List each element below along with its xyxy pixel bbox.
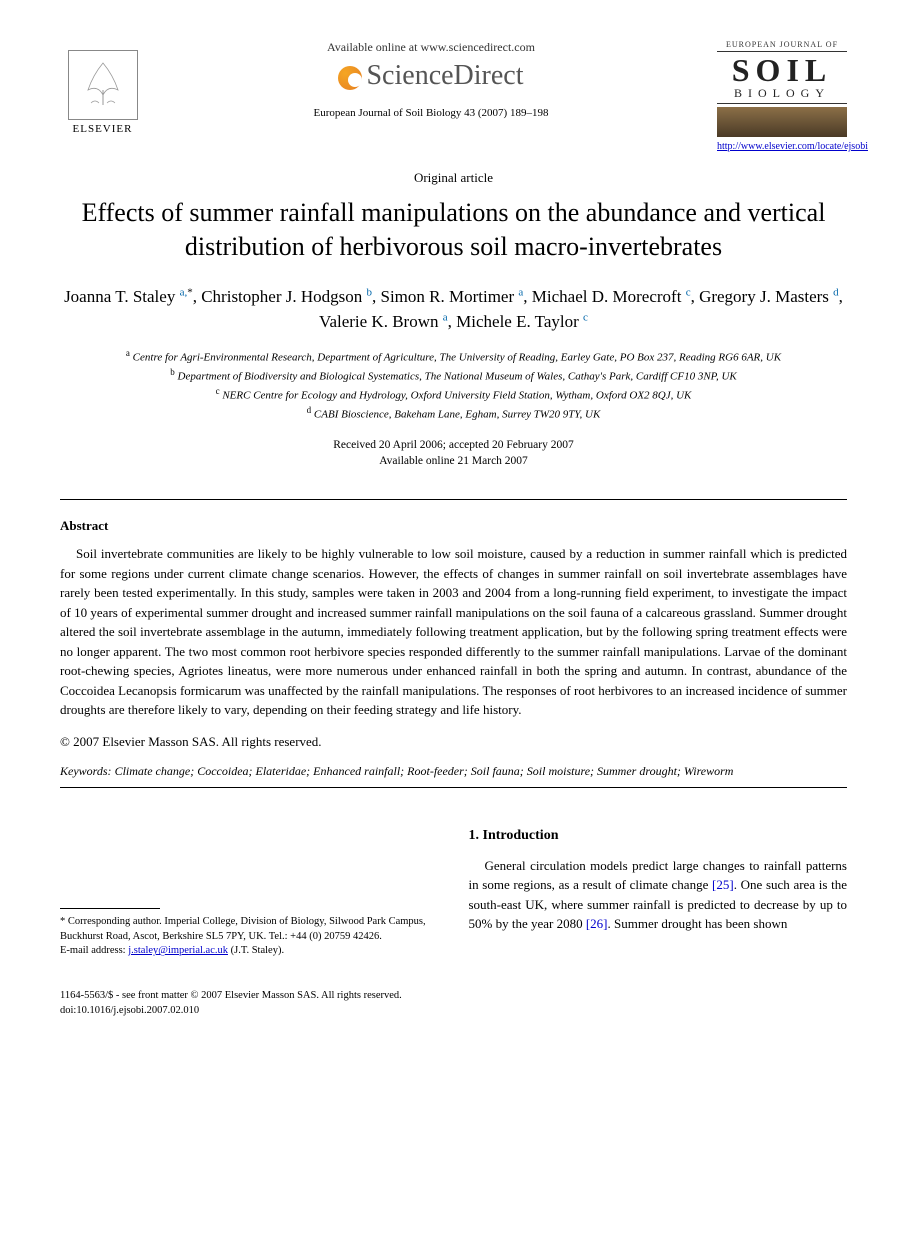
affiliation-a: a Centre for Agri-Environmental Research…: [60, 347, 847, 366]
affiliation-b: b Department of Biodiversity and Biologi…: [60, 366, 847, 385]
keywords: Keywords: Climate change; Coccoidea; Ela…: [60, 764, 847, 779]
email-link[interactable]: j.staley@imperial.ac.uk: [128, 945, 228, 956]
two-column-body: * Corresponding author. Imperial College…: [60, 828, 847, 959]
left-column: * Corresponding author. Imperial College…: [60, 828, 439, 959]
keywords-label: Keywords:: [60, 764, 112, 778]
journal-reference: European Journal of Soil Biology 43 (200…: [155, 107, 707, 119]
article-type: Original article: [60, 170, 847, 186]
email-label: E-mail address:: [60, 945, 126, 956]
available-online-text: Available online at www.sciencedirect.co…: [155, 40, 707, 55]
elsevier-tree-icon: [68, 50, 138, 120]
affiliations-list: a Centre for Agri-Environmental Research…: [60, 347, 847, 424]
journal-logo-line1: EUROPEAN JOURNAL OF: [717, 40, 847, 52]
affiliation-d: d CABI Bioscience, Bakeham Lane, Egham, …: [60, 404, 847, 423]
elsevier-logo: ELSEVIER: [60, 40, 145, 135]
email-suffix: (J.T. Staley).: [231, 945, 284, 956]
abstract-heading: Abstract: [60, 518, 847, 534]
footnote-divider: [60, 908, 160, 909]
elsevier-label: ELSEVIER: [73, 123, 133, 135]
divider-bottom: [60, 787, 847, 788]
right-column: 1. Introduction General circulation mode…: [469, 828, 848, 959]
abstract-copyright: © 2007 Elsevier Masson SAS. All rights r…: [60, 734, 847, 750]
online-date: Available online 21 March 2007: [60, 453, 847, 469]
footer-line2: doi:10.1016/j.ejsobi.2007.02.010: [60, 1004, 847, 1019]
journal-logo-biology: BIOLOGY: [717, 86, 847, 104]
sciencedirect-logo: ScienceDirect: [155, 60, 707, 92]
divider-top: [60, 499, 847, 500]
journal-logo-soil-image: [717, 107, 847, 137]
journal-link[interactable]: http://www.elsevier.com/locate/ejsobi: [717, 141, 847, 152]
sciencedirect-text: ScienceDirect: [366, 60, 523, 91]
affiliation-c: c NERC Centre for Ecology and Hydrology,…: [60, 385, 847, 404]
page-footer: 1164-5563/$ - see front matter © 2007 El…: [60, 989, 847, 1018]
center-header: Available online at www.sciencedirect.co…: [145, 40, 717, 119]
sd-swoosh-icon: [338, 66, 362, 90]
authors-list: Joanna T. Staley a,*, Christopher J. Hod…: [60, 284, 847, 335]
received-accepted-date: Received 20 April 2006; accepted 20 Febr…: [60, 437, 847, 453]
journal-logo-soil: SOIL: [717, 54, 847, 86]
header-row: ELSEVIER Available online at www.science…: [60, 40, 847, 152]
intro-body: General circulation models predict large…: [469, 856, 848, 934]
article-title: Effects of summer rainfall manipulations…: [60, 196, 847, 264]
corresponding-email-line: E-mail address: j.staley@imperial.ac.uk …: [60, 944, 439, 959]
intro-heading: 1. Introduction: [469, 828, 848, 844]
article-dates: Received 20 April 2006; accepted 20 Febr…: [60, 437, 847, 469]
journal-cover-logo: EUROPEAN JOURNAL OF SOIL BIOLOGY http://…: [717, 40, 847, 152]
keywords-text: Climate change; Coccoidea; Elateridae; E…: [115, 764, 734, 778]
corresponding-text: * Corresponding author. Imperial College…: [60, 915, 439, 944]
corresponding-footnote: * Corresponding author. Imperial College…: [60, 915, 439, 959]
footer-line1: 1164-5563/$ - see front matter © 2007 El…: [60, 989, 847, 1004]
abstract-body: Soil invertebrate communities are likely…: [60, 544, 847, 720]
